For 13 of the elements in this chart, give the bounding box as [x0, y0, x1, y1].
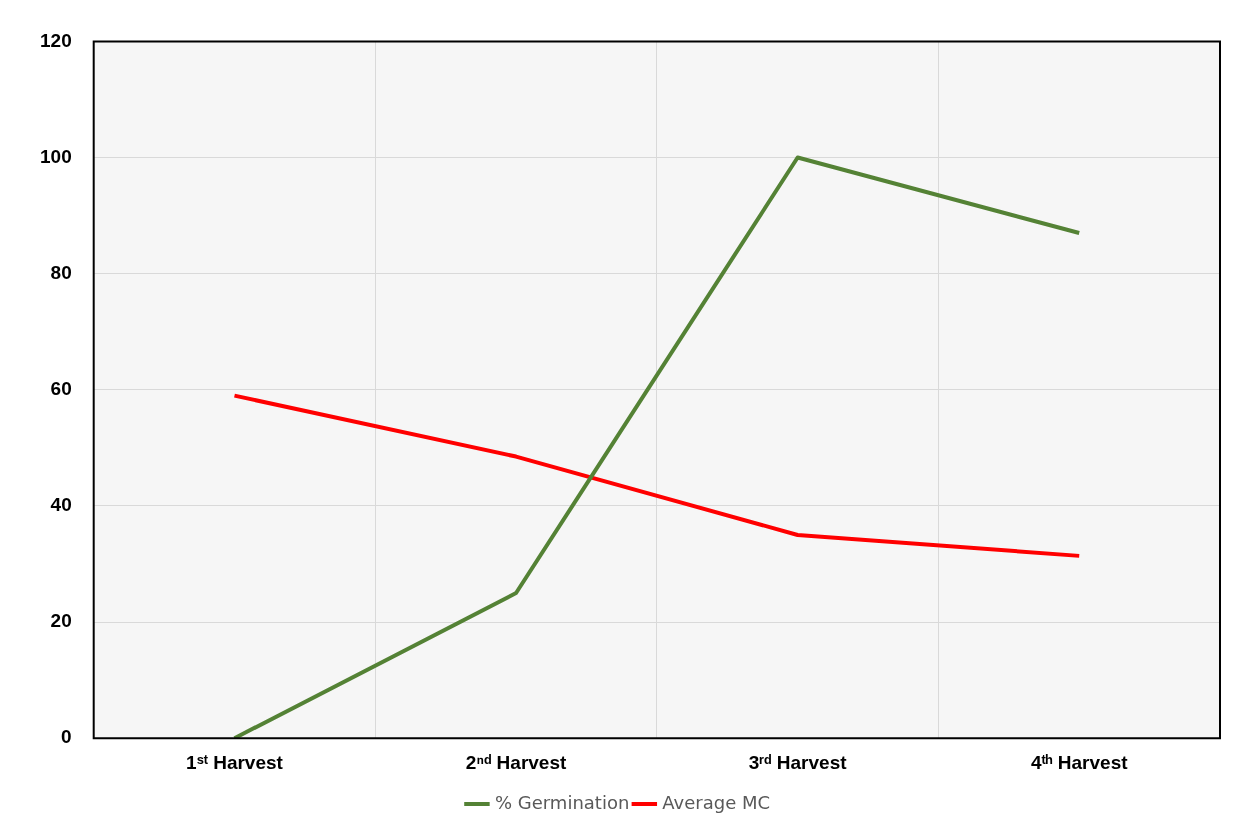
- legend-label: % Germination: [494, 791, 630, 813]
- y-tick-label: 20: [50, 610, 72, 632]
- x-tick-label: 1ˢᵗ Harvest: [186, 751, 284, 773]
- y-tick-label: 40: [50, 494, 72, 516]
- y-tick-label: 60: [50, 378, 72, 400]
- legend-label: Average MC: [662, 791, 771, 813]
- x-tick-label: 2ⁿᵈ Harvest: [465, 751, 567, 773]
- y-tick-label: 80: [50, 261, 72, 283]
- x-tick-label: 4ᵗʰ Harvest: [1030, 751, 1129, 773]
- y-tick-label: 0: [61, 726, 72, 748]
- y-tick-label: 100: [40, 145, 72, 167]
- x-tick-label: 3ʳᵈ Harvest: [748, 751, 848, 773]
- y-tick-label: 120: [40, 29, 72, 51]
